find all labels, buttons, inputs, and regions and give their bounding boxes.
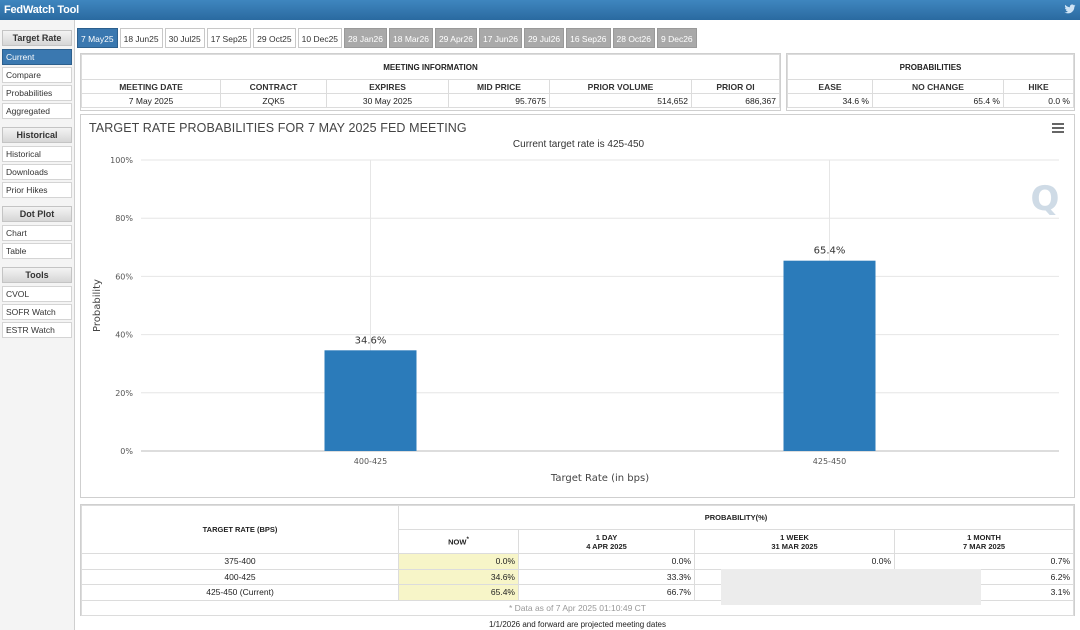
tab-meeting[interactable]: 18 Jun25 xyxy=(119,28,163,48)
tab-meeting[interactable]: 30 Jul25 xyxy=(164,28,205,48)
one-day-column-header: 1 DAY 4 APR 2025 xyxy=(518,529,695,554)
sidebar-item-current[interactable]: Current xyxy=(2,49,72,65)
y-tick-label: 80% xyxy=(115,214,133,223)
prior-volume-value: 514,652 xyxy=(549,93,692,108)
y-tick-label: 20% xyxy=(115,389,133,398)
tab-meeting[interactable]: 17 Sep25 xyxy=(206,28,252,48)
sidebar-item-prior-hikes[interactable]: Prior Hikes xyxy=(2,182,72,198)
table-row: 375-400 0.0% 0.0% 0.0% 0.7% xyxy=(81,553,1074,570)
tab-meeting[interactable]: 29 Apr26 xyxy=(434,28,477,48)
meeting-info-heading: MEETING INFORMATION xyxy=(81,54,780,80)
tab-meeting[interactable]: 10 Dec25 xyxy=(297,28,343,48)
sidebar-item-downloads[interactable]: Downloads xyxy=(2,164,72,180)
expires-value: 30 May 2025 xyxy=(326,93,449,108)
column-header: PRIOR OI xyxy=(691,79,780,94)
sidebar-item-historical[interactable]: Historical xyxy=(2,146,72,162)
sidebar-heading-historical: Historical xyxy=(2,127,72,143)
x-tick-label: 425-450 xyxy=(813,457,846,466)
y-tick-label: 40% xyxy=(115,331,133,340)
bar xyxy=(324,350,417,451)
column-header: MEETING DATE xyxy=(81,79,221,94)
sidebar-item-chart[interactable]: Chart xyxy=(2,225,72,241)
column-header: NO CHANGE xyxy=(872,79,1004,94)
app-titlebar: FedWatch Tool xyxy=(0,0,1080,20)
now-column-header: NOW* xyxy=(398,529,519,554)
sidebar-item-aggregated[interactable]: Aggregated xyxy=(2,103,72,119)
tab-meeting[interactable]: 16 Sep26 xyxy=(566,28,611,48)
y-tick-label: 60% xyxy=(115,272,133,281)
sidebar-heading-target-rate: Target Rate xyxy=(2,30,72,46)
column-header: MID PRICE xyxy=(448,79,550,94)
sidebar-item-cvol[interactable]: CVOL xyxy=(2,286,72,302)
meeting-tabs: 7 May25 18 Jun25 30 Jul25 17 Sep25 29 Oc… xyxy=(77,28,697,48)
projected-dates-note: 1/1/2026 and forward are projected meeti… xyxy=(488,620,666,629)
probability-group-header: PROBABILITY(%) xyxy=(398,505,1074,530)
tab-meeting[interactable]: 28 Oct26 xyxy=(612,28,655,48)
redacted-area xyxy=(721,569,981,605)
no-change-value: 65.4 % xyxy=(872,93,1004,108)
meeting-info-panel: MEETING INFORMATION MEETING DATE CONTRAC… xyxy=(80,53,781,111)
rate-cell: 375-400 xyxy=(81,553,399,570)
tab-meeting[interactable]: 29 Jul26 xyxy=(523,28,565,48)
sidebar-item-sofr-watch[interactable]: SOFR Watch xyxy=(2,304,72,320)
target-rate-column-header: TARGET RATE (BPS) xyxy=(81,505,399,554)
column-header: CONTRACT xyxy=(220,79,327,94)
now-cell: 0.0% xyxy=(398,553,519,570)
y-axis-label: Probability xyxy=(92,279,103,332)
app-title: FedWatch Tool xyxy=(4,4,80,16)
data-label: 34.6% xyxy=(355,335,387,346)
y-tick-label: 100% xyxy=(110,156,133,165)
sidebar-item-table[interactable]: Table xyxy=(2,243,72,259)
target-rate-chart-panel: TARGET RATE PROBABILITIES FOR 7 MAY 2025… xyxy=(80,114,1075,498)
chart-menu-icon[interactable] xyxy=(1052,123,1064,135)
now-cell: 65.4% xyxy=(398,584,519,601)
sidebar-heading-dot-plot: Dot Plot xyxy=(2,206,72,222)
tab-meeting[interactable]: 7 May25 xyxy=(77,28,118,48)
ease-value: 34.6 % xyxy=(787,93,873,108)
column-header: PRIOR VOLUME xyxy=(549,79,692,94)
x-tick-label: 400-425 xyxy=(354,457,387,466)
mid-price-value: 95.7675 xyxy=(448,93,550,108)
one-month-column-header: 1 MONTH 7 MAR 2025 xyxy=(894,529,1074,554)
probabilities-panel: PROBABILITIES EASE NO CHANGE HIKE 34.6 %… xyxy=(786,53,1075,111)
probabilities-heading: PROBABILITIES xyxy=(787,54,1074,80)
one-week-cell: 0.0% xyxy=(694,553,895,570)
tab-meeting[interactable]: 18 Mar26 xyxy=(389,28,433,48)
column-header: EXPIRES xyxy=(326,79,449,94)
hike-value: 0.0 % xyxy=(1003,93,1074,108)
tab-meeting[interactable]: 9 Dec26 xyxy=(657,28,697,48)
y-tick-label: 0% xyxy=(120,447,133,456)
sidebar-item-compare[interactable]: Compare xyxy=(2,67,72,83)
twitter-icon[interactable] xyxy=(1064,3,1076,17)
one-day-cell: 66.7% xyxy=(518,584,695,601)
watermark-logo: Q xyxy=(1031,179,1060,219)
x-axis-label: Target Rate (in bps) xyxy=(550,473,649,484)
bar-chart: Q 0% 20% 40% 60% 80% 100% 34.6% 400-425 65.4% 425… xyxy=(92,156,1060,484)
rate-cell: 400-425 xyxy=(81,568,399,585)
contract-value: ZQK5 xyxy=(220,93,327,108)
sidebar-heading-tools: Tools xyxy=(2,267,72,283)
sidebar: Target Rate Current Compare Probabilitie… xyxy=(0,20,75,630)
now-cell: 34.6% xyxy=(398,568,519,585)
probability-history-panel: TARGET RATE (BPS) PROBABILITY(%) NOW* 1 … xyxy=(80,504,1075,616)
prior-oi-value: 686,367 xyxy=(691,93,780,108)
bar xyxy=(783,260,876,451)
one-month-cell: 0.7% xyxy=(894,553,1074,570)
one-week-column-header: 1 WEEK 31 MAR 2025 xyxy=(694,529,895,554)
data-label: 65.4% xyxy=(814,246,846,257)
sidebar-item-probabilities[interactable]: Probabilities xyxy=(2,85,72,101)
one-day-cell: 33.3% xyxy=(518,568,695,585)
sidebar-item-estr-watch[interactable]: ESTR Watch xyxy=(2,322,72,338)
column-header: EASE xyxy=(787,79,873,94)
column-header: HIKE xyxy=(1003,79,1074,94)
meeting-date-value: 7 May 2025 xyxy=(81,93,221,108)
rate-cell: 425-450 (Current) xyxy=(81,584,399,601)
chart-subtitle: Current target rate is 425-450 xyxy=(512,139,645,150)
one-day-cell: 0.0% xyxy=(518,553,695,570)
tab-meeting[interactable]: 28 Jan26 xyxy=(344,28,388,48)
chart-title: TARGET RATE PROBABILITIES FOR 7 MAY 2025… xyxy=(89,121,467,135)
tab-meeting[interactable]: 29 Oct25 xyxy=(253,28,296,48)
tab-meeting[interactable]: 17 Jun26 xyxy=(478,28,522,48)
